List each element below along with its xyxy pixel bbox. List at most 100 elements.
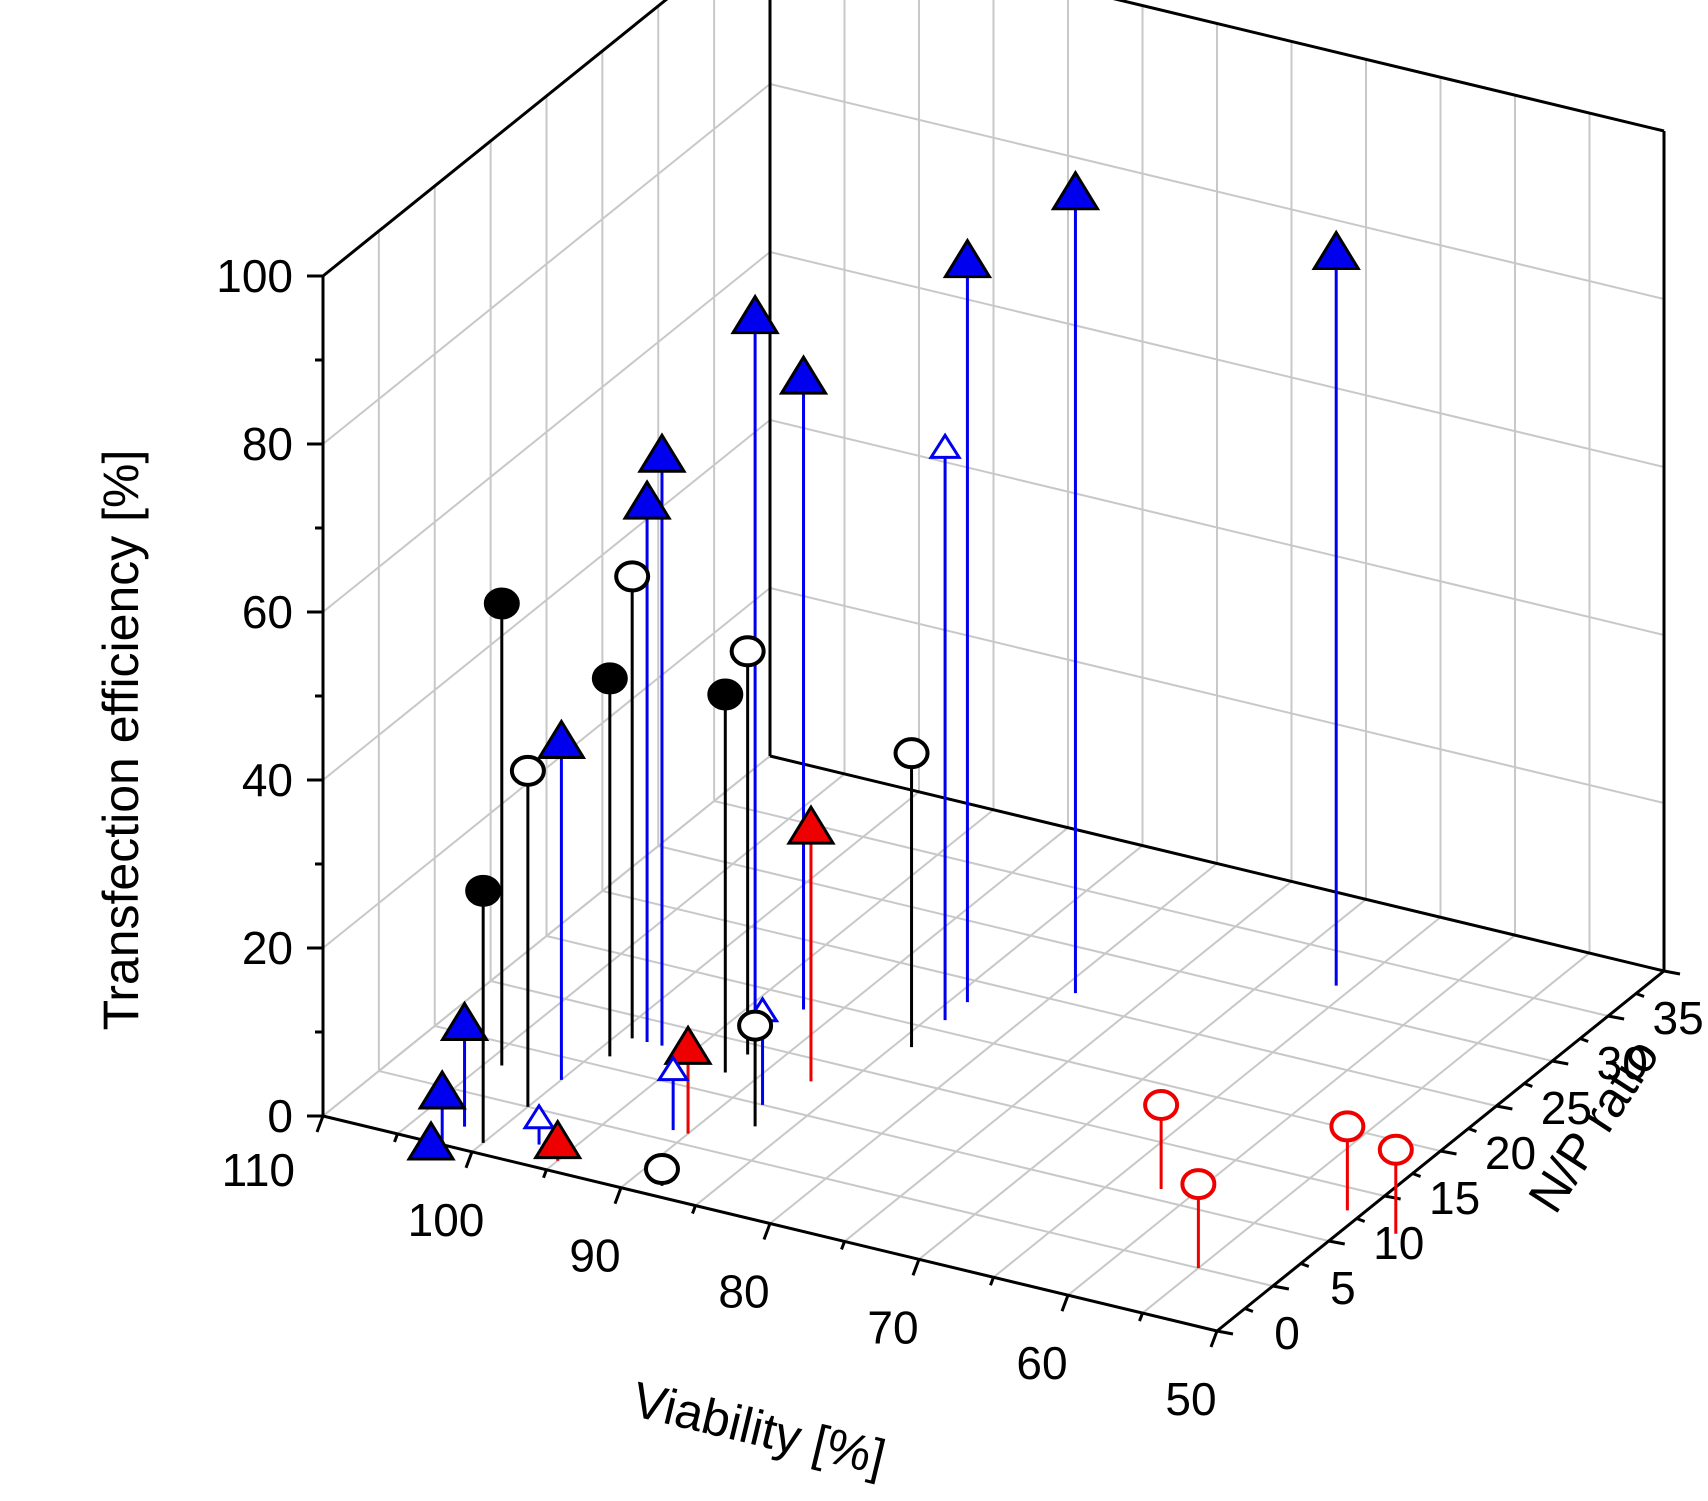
z-axis-title: Transfection efficiency [%] bbox=[93, 450, 149, 1031]
x-tick bbox=[542, 1169, 548, 1179]
z-tick-label: 40 bbox=[242, 754, 293, 806]
point-marker bbox=[406, 1120, 456, 1161]
z-tick-label: 100 bbox=[216, 250, 293, 302]
point-marker bbox=[663, 1024, 713, 1065]
point-marker bbox=[786, 804, 836, 845]
floor-grid-line bbox=[434, 1025, 1329, 1242]
box-edge bbox=[322, 0, 669, 278]
point-marker bbox=[942, 237, 993, 279]
point-marker bbox=[591, 662, 628, 695]
point-marker bbox=[707, 678, 744, 711]
point-marker bbox=[1377, 1133, 1414, 1166]
box-edge bbox=[769, 754, 1665, 973]
floor-grid-line bbox=[602, 890, 1497, 1107]
floor-grid-line bbox=[378, 1070, 1274, 1287]
point-marker bbox=[893, 737, 930, 770]
x-tick bbox=[613, 1187, 623, 1205]
floor-grid-line bbox=[713, 800, 1609, 1017]
y-tick bbox=[1496, 1104, 1513, 1111]
x-tick-label: 90 bbox=[569, 1230, 620, 1282]
x-tick bbox=[464, 1151, 474, 1169]
floor-grid-line bbox=[546, 935, 1441, 1152]
box-edge bbox=[1112, 0, 1665, 133]
x-tick bbox=[989, 1276, 995, 1286]
point-marker bbox=[614, 560, 651, 593]
back-wall-grid-line bbox=[769, 587, 1665, 804]
point-marker bbox=[1329, 1110, 1366, 1143]
y-tick-label: 35 bbox=[1653, 992, 1704, 1044]
y-tick-label: 30 bbox=[1597, 1037, 1648, 1089]
y-tick bbox=[1467, 1127, 1477, 1133]
x-tick bbox=[1209, 1330, 1219, 1348]
axes-layer bbox=[307, 0, 1681, 1348]
y-tick-label: 5 bbox=[1330, 1262, 1356, 1314]
y-tick bbox=[1272, 1284, 1290, 1291]
point-marker bbox=[533, 1118, 583, 1160]
x-tick bbox=[762, 1222, 772, 1241]
y-tick bbox=[1216, 1329, 1234, 1336]
point-marker bbox=[465, 874, 502, 907]
floor-grid-line bbox=[490, 980, 1385, 1197]
y-tick bbox=[1412, 1172, 1422, 1178]
point-marker bbox=[483, 587, 520, 620]
left-wall-grid-line bbox=[322, 419, 771, 781]
point-marker bbox=[1180, 1168, 1217, 1201]
y-tick bbox=[1300, 1262, 1310, 1268]
y-tick bbox=[1523, 1082, 1533, 1088]
point-marker bbox=[509, 754, 546, 787]
left-wall-grid-line bbox=[322, 587, 771, 949]
data-layer bbox=[406, 169, 1414, 1269]
y-tick bbox=[1607, 1014, 1625, 1021]
point-marker bbox=[656, 1054, 690, 1082]
point-marker bbox=[417, 1069, 467, 1110]
point-marker bbox=[737, 1009, 774, 1042]
point-marker bbox=[928, 432, 962, 459]
x-tick bbox=[691, 1205, 697, 1215]
x-tick bbox=[911, 1258, 921, 1276]
x-tick-label: 100 bbox=[408, 1194, 485, 1246]
x-tick-label: 50 bbox=[1165, 1373, 1216, 1425]
y-tick-label: 25 bbox=[1541, 1082, 1592, 1134]
y-tick bbox=[1663, 969, 1681, 976]
x-axis-title: Viability [%] bbox=[627, 1371, 890, 1486]
back-wall-grid-line bbox=[769, 419, 1665, 636]
y-tick bbox=[1579, 1037, 1589, 1043]
x-tick bbox=[393, 1133, 399, 1143]
x-tick bbox=[1138, 1312, 1144, 1322]
back-wall-grid-line bbox=[769, 83, 1665, 300]
floor-grid-line bbox=[658, 845, 1553, 1062]
point-marker bbox=[522, 1102, 556, 1130]
y-tick bbox=[1551, 1059, 1569, 1066]
point-marker bbox=[622, 479, 672, 520]
point-marker bbox=[536, 718, 587, 760]
point-marker bbox=[730, 293, 780, 335]
left-wall-grid-line bbox=[322, 755, 771, 1117]
point-marker bbox=[1311, 229, 1361, 271]
point-marker bbox=[643, 1153, 680, 1186]
y-tick bbox=[1440, 1149, 1457, 1156]
point-marker bbox=[1143, 1089, 1180, 1121]
x-tick-label: 60 bbox=[1016, 1337, 1067, 1389]
y-tick bbox=[1328, 1239, 1346, 1246]
back-wall-grid-line bbox=[769, 251, 1665, 468]
left-wall-grid-line bbox=[322, 251, 771, 613]
left-wall-grid-line bbox=[322, 83, 771, 445]
z-tick-label: 80 bbox=[242, 418, 293, 470]
z-tick-label: 0 bbox=[267, 1090, 293, 1142]
x-tick bbox=[1060, 1294, 1070, 1312]
x-tick-label: 70 bbox=[867, 1301, 918, 1353]
x-tick-label: 80 bbox=[718, 1266, 769, 1318]
y-tick bbox=[1635, 992, 1645, 998]
point-marker bbox=[1050, 169, 1101, 211]
z-tick-label: 20 bbox=[242, 922, 293, 974]
z-tick-label: 60 bbox=[242, 586, 293, 638]
x-tick-label: 110 bbox=[222, 1144, 295, 1196]
y-tick-label: 10 bbox=[1373, 1217, 1424, 1269]
point-marker bbox=[729, 635, 766, 668]
y-tick-label: 20 bbox=[1485, 1127, 1536, 1179]
y-tick-label: 15 bbox=[1429, 1172, 1480, 1224]
point-marker bbox=[439, 1000, 490, 1042]
x-tick bbox=[840, 1240, 846, 1250]
y-tick-label: 0 bbox=[1274, 1307, 1300, 1359]
